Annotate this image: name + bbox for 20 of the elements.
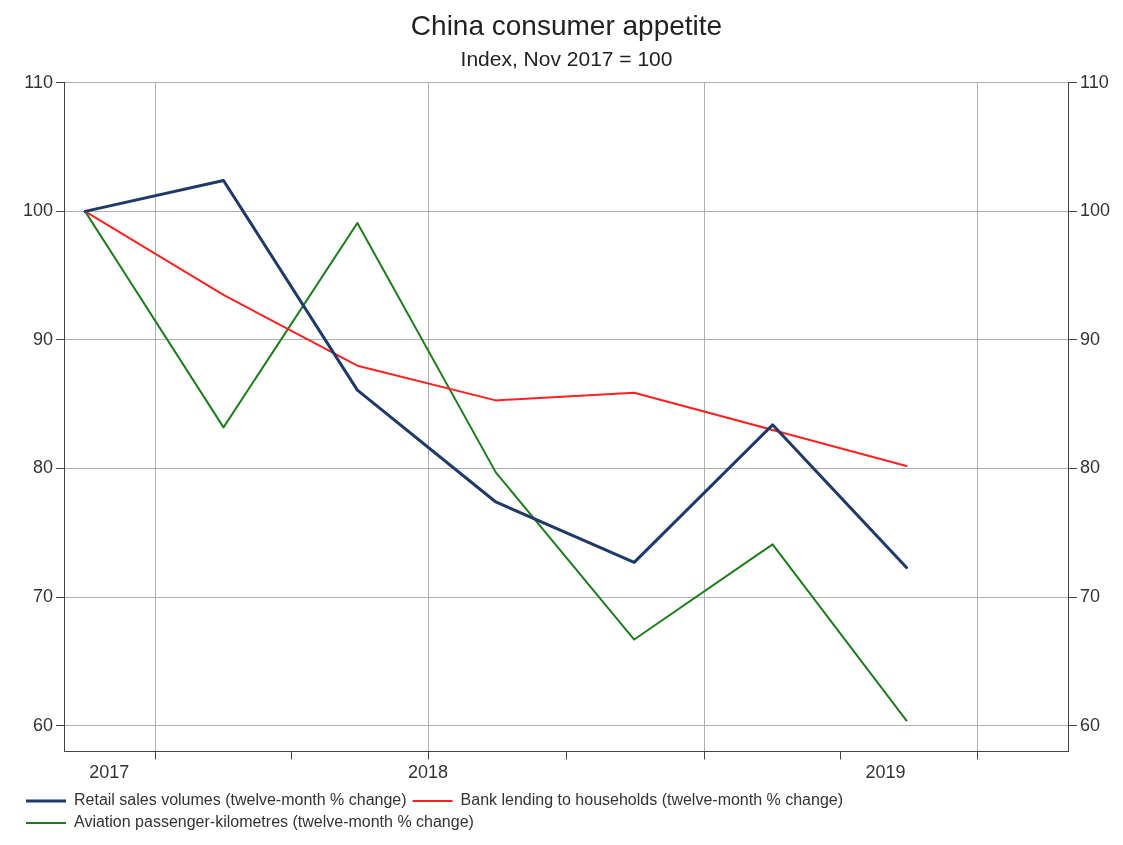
y2-tick-label: 110 (1079, 71, 1109, 92)
chart-title: China consumer appetite (410, 9, 723, 41)
y2-tick-label: 90 (1079, 328, 1100, 349)
x-tick-label: 2019 (865, 762, 906, 783)
legend-label: Retail sales volumes (twelve-month % change) (74, 791, 407, 809)
y-tick-label: 70 (33, 586, 54, 607)
x-tick-label: 2017 (89, 762, 130, 783)
y-tick-label: 90 (33, 328, 54, 349)
chart-subtitle: Index, Nov 2017 = 100 (460, 47, 673, 70)
y2-tick-label: 60 (1079, 714, 1100, 735)
y2-tick-label: 70 (1079, 586, 1100, 607)
y-tick-label: 60 (33, 714, 54, 735)
legend-label: Aviation passenger-kilometres (twelve-month % change) (74, 813, 474, 831)
y2-tick-label: 80 (1079, 457, 1100, 478)
y2-tick-label: 100 (1079, 200, 1111, 221)
x-tick-label: 2018 (408, 762, 449, 783)
y-tick-label: 100 (22, 200, 54, 221)
legend-label: Bank lending to households (twelve-month % change) (460, 791, 844, 809)
y-tick-label: 80 (33, 457, 54, 478)
y-tick-label: 110 (24, 71, 54, 92)
